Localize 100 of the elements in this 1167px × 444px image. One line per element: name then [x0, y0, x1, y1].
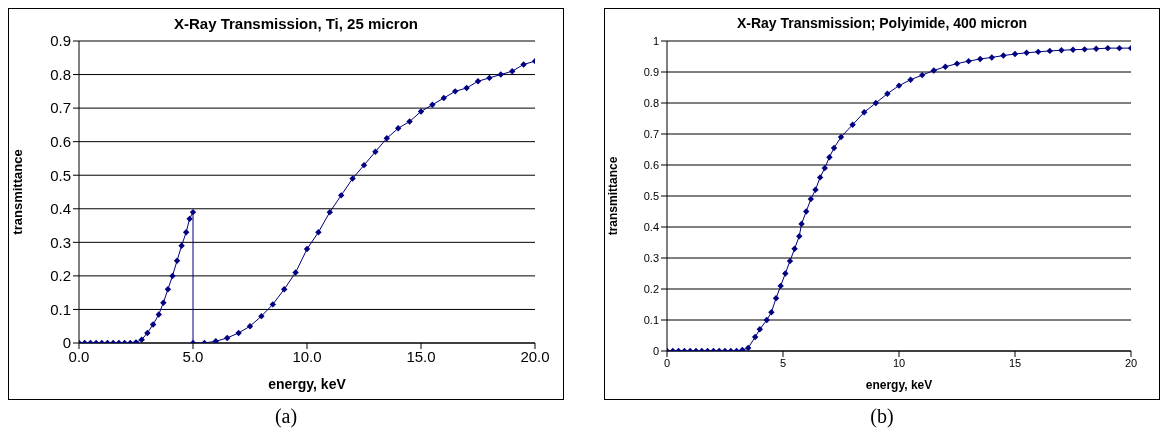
y-tick-label: 0.7 — [50, 99, 71, 117]
point — [326, 208, 333, 216]
point — [452, 88, 459, 95]
x-tick-label: 10 — [892, 356, 906, 369]
point — [160, 299, 167, 306]
point — [349, 175, 356, 182]
point — [798, 220, 805, 228]
y-tick-label: 0.4 — [643, 220, 659, 233]
point — [816, 174, 824, 181]
y-tick-label: 0.1 — [643, 313, 659, 326]
point — [988, 54, 995, 61]
point — [756, 326, 763, 333]
point — [212, 338, 219, 343]
point — [1093, 45, 1100, 52]
point — [178, 242, 185, 249]
point — [144, 329, 151, 337]
point — [872, 99, 879, 107]
y-tick-label: 0.5 — [50, 166, 71, 184]
y-tick-label: 0.3 — [50, 233, 71, 251]
text: (b) — [869, 405, 895, 428]
point — [372, 148, 379, 155]
x-tick-label: 15.0 — [406, 347, 436, 365]
point — [338, 192, 345, 199]
point — [1000, 52, 1007, 59]
point — [821, 164, 828, 172]
point — [138, 336, 145, 343]
point — [509, 68, 516, 75]
point — [315, 229, 322, 236]
point — [826, 154, 833, 161]
point — [768, 309, 775, 316]
point — [1023, 49, 1030, 56]
y-tick-label: 0.7 — [643, 127, 659, 140]
point — [953, 60, 961, 67]
point — [1116, 44, 1123, 52]
point — [796, 233, 803, 240]
text: (a) — [273, 405, 299, 428]
y-tick-label: 0.2 — [50, 267, 71, 285]
x-tick-label: 10.0 — [292, 347, 322, 365]
point — [395, 125, 402, 132]
x-tick-label: 0.0 — [68, 347, 90, 365]
chart-title: X-Ray Transmission; Polyimide, 400 micron — [735, 15, 1029, 33]
point — [861, 109, 868, 116]
point — [1058, 47, 1065, 54]
point — [497, 71, 504, 78]
point — [772, 295, 780, 302]
x-tick-label: 5 — [779, 356, 787, 369]
point — [907, 76, 914, 83]
point — [246, 323, 254, 330]
point — [782, 270, 789, 277]
y-tick-label: 1 — [652, 34, 659, 47]
x-tick-label: 0 — [663, 356, 671, 369]
point — [149, 321, 157, 328]
x-axis-title: energy, keV — [865, 378, 933, 392]
point — [1081, 46, 1088, 53]
point — [189, 208, 197, 216]
y-tick-label: 0.3 — [643, 251, 659, 264]
point — [777, 282, 784, 290]
point — [965, 57, 972, 65]
point — [303, 245, 311, 253]
point — [1035, 48, 1042, 56]
y-axis-title: transmittance — [606, 156, 621, 236]
point — [942, 63, 949, 70]
point — [763, 316, 770, 324]
point — [360, 161, 368, 169]
point — [930, 67, 937, 74]
point — [235, 329, 242, 337]
point — [837, 133, 845, 141]
point — [884, 90, 891, 97]
point — [1104, 44, 1111, 52]
x-tick-label: 20 — [1124, 356, 1138, 369]
point — [849, 121, 856, 128]
point — [186, 215, 193, 223]
point — [463, 84, 470, 92]
point — [895, 82, 903, 89]
y-tick-label: 0.2 — [643, 282, 659, 295]
point — [406, 118, 413, 125]
x-tick-label: 15 — [1008, 356, 1022, 369]
y-tick-label: 0.8 — [643, 96, 659, 109]
x-tick-label: 20.0 — [520, 347, 550, 365]
point — [791, 245, 798, 252]
point — [417, 108, 425, 115]
y-tick-label: 0.8 — [50, 65, 71, 83]
point — [739, 346, 746, 351]
point — [1046, 47, 1053, 55]
point — [169, 272, 176, 280]
y-tick-label: 0 — [62, 334, 71, 352]
point — [164, 286, 172, 293]
point — [1011, 50, 1019, 58]
point — [786, 257, 794, 265]
point — [258, 312, 265, 320]
point — [807, 195, 815, 203]
y-tick-label: 0.4 — [50, 200, 71, 218]
point — [830, 144, 838, 152]
x-tick-label: 5.0 — [182, 347, 204, 365]
point — [977, 55, 984, 63]
point — [281, 286, 288, 293]
point — [745, 344, 752, 351]
point — [486, 74, 493, 82]
y-tick-label: 0.5 — [643, 189, 659, 202]
point — [520, 61, 527, 68]
